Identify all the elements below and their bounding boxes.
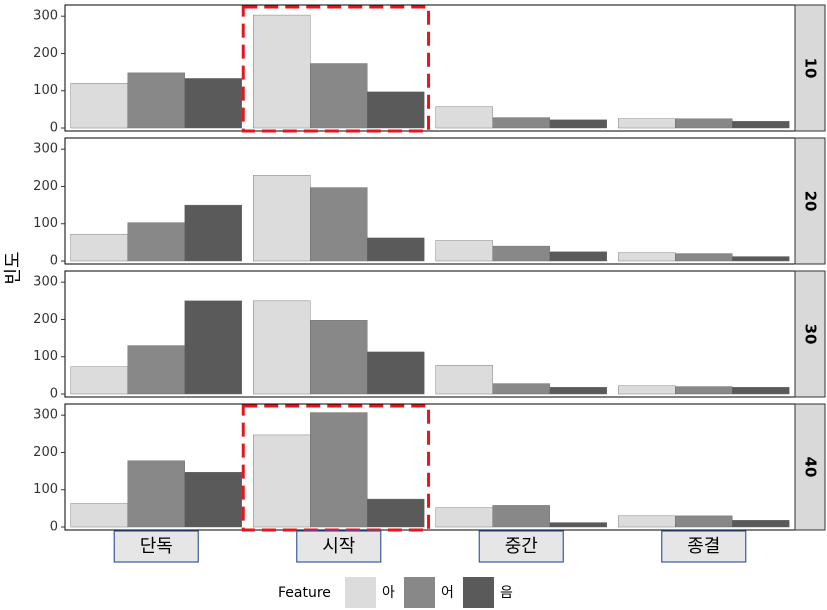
strip-label: 10 [802, 58, 820, 79]
bar [618, 118, 676, 129]
y-tick-label: 0 [50, 121, 58, 136]
y-tick-label: 300 [33, 142, 58, 157]
bar [253, 14, 311, 129]
y-tick-label: 200 [33, 179, 58, 194]
strip [794, 4, 826, 132]
x-tick-label: 중간 [505, 536, 538, 557]
bar [732, 256, 790, 262]
y-tick-label: 200 [33, 312, 58, 327]
bar [732, 520, 790, 528]
x-tick-label: 종결 [687, 536, 720, 557]
strip-label: 40 [802, 457, 820, 478]
bar [549, 119, 607, 129]
bar [70, 366, 128, 395]
strip [794, 137, 826, 265]
y-tick-label: 100 [33, 216, 58, 231]
bar [549, 387, 607, 395]
category-box [113, 530, 199, 563]
legend-swatch [404, 577, 435, 608]
bar [127, 222, 185, 262]
bar [492, 383, 550, 395]
bar [675, 118, 733, 129]
y-tick-label: 0 [50, 254, 58, 269]
bar [184, 472, 242, 528]
legend-title: Feature [278, 585, 331, 601]
strip [794, 403, 826, 531]
bar [435, 240, 493, 262]
y-tick-label: 0 [50, 520, 58, 535]
highlight-box [241, 5, 431, 133]
bar [310, 412, 368, 528]
y-tick-label: 100 [33, 349, 58, 364]
bar [367, 498, 425, 528]
bar [618, 252, 676, 262]
bar [675, 515, 733, 528]
category-box [296, 530, 382, 563]
legend-swatch [345, 577, 376, 608]
x-tick-label: 시작 [322, 536, 355, 557]
bar [492, 117, 550, 129]
bar [618, 385, 676, 395]
y-axis-label: 빈도 [3, 251, 24, 284]
strip-label: 20 [802, 191, 820, 212]
bar [675, 253, 733, 262]
bar [253, 175, 311, 262]
y-tick-label: 300 [33, 9, 58, 24]
category-box [478, 530, 564, 563]
bar [367, 237, 425, 262]
bar [184, 78, 242, 129]
y-tick-label: 100 [33, 482, 58, 497]
bar [367, 91, 425, 129]
y-tick-label: 200 [33, 445, 58, 460]
bar [70, 503, 128, 528]
legend-swatch [463, 577, 494, 608]
y-tick-label: 300 [33, 275, 58, 290]
y-tick-label: 0 [50, 387, 58, 402]
bar [127, 72, 185, 129]
bar [618, 515, 676, 528]
bar [127, 460, 185, 528]
bar [70, 233, 128, 262]
bar [253, 300, 311, 395]
bar [732, 387, 790, 395]
strip [794, 270, 826, 398]
bar [492, 505, 550, 528]
strip-label: 30 [802, 324, 820, 345]
legend-label: 음 [500, 585, 513, 601]
legend-label: 어 [441, 585, 454, 601]
bar [675, 386, 733, 395]
y-tick-label: 300 [33, 408, 58, 423]
bar [549, 251, 607, 262]
legend-label: 아 [382, 585, 395, 601]
bar [184, 204, 242, 262]
bar [310, 63, 368, 129]
bar [310, 320, 368, 395]
bar [435, 365, 493, 395]
bar [435, 106, 493, 129]
y-tick-label: 200 [33, 46, 58, 61]
bar [492, 245, 550, 262]
y-tick-label: 100 [33, 83, 58, 98]
bar [732, 121, 790, 129]
bar [435, 507, 493, 528]
x-tick-label: 단독 [140, 536, 173, 557]
bar [127, 345, 185, 395]
bar [310, 187, 368, 262]
highlight-box [241, 404, 431, 532]
bar [549, 522, 607, 528]
category-box [661, 530, 747, 563]
bar [367, 351, 425, 395]
bar [184, 300, 242, 395]
bar [70, 83, 128, 129]
bar [253, 434, 311, 528]
